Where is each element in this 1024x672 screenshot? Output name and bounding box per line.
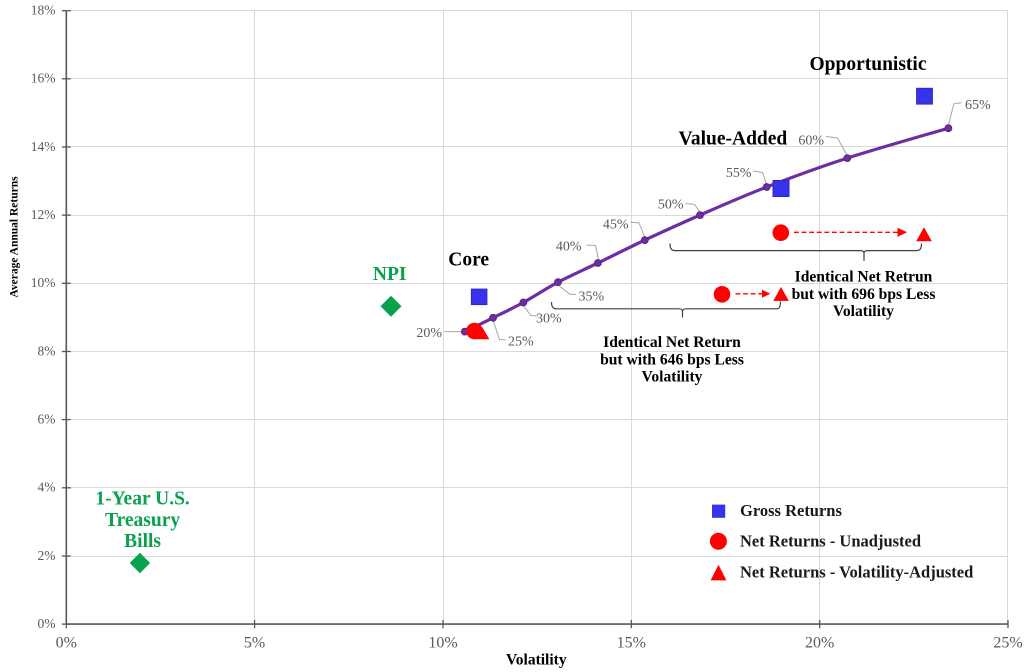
svg-text:10%: 10% <box>31 275 56 290</box>
svg-text:Bills: Bills <box>124 531 161 552</box>
svg-text:Net Returns - Unadjusted: Net Returns - Unadjusted <box>740 532 921 551</box>
svg-text:14%: 14% <box>31 139 56 154</box>
svg-text:25%: 25% <box>993 635 1022 652</box>
svg-text:but with 646 bps Less: but with 646 bps Less <box>600 352 744 369</box>
svg-text:1-Year U.S.: 1-Year U.S. <box>95 489 190 510</box>
svg-text:Average Annual Returns: Average Annual Returns <box>9 176 21 298</box>
svg-text:65%: 65% <box>965 98 991 113</box>
svg-text:18%: 18% <box>31 3 56 18</box>
svg-text:NPI: NPI <box>373 264 407 285</box>
svg-text:Volatility: Volatility <box>642 369 703 386</box>
svg-text:5%: 5% <box>244 635 265 652</box>
svg-text:8%: 8% <box>38 343 56 358</box>
svg-text:Volatility: Volatility <box>506 652 567 669</box>
svg-text:Value-Added: Value-Added <box>679 129 788 150</box>
svg-text:10%: 10% <box>428 635 457 652</box>
svg-text:Treasury: Treasury <box>105 510 180 531</box>
svg-text:40%: 40% <box>556 239 582 254</box>
svg-text:Identical Net Return: Identical Net Return <box>603 334 741 351</box>
svg-text:Net Returns - Volatility-Adjus: Net Returns - Volatility-Adjusted <box>740 563 973 582</box>
svg-text:60%: 60% <box>798 133 824 148</box>
svg-text:0%: 0% <box>38 616 56 631</box>
svg-text:15%: 15% <box>617 635 646 652</box>
svg-text:30%: 30% <box>536 312 562 327</box>
svg-text:20%: 20% <box>805 635 834 652</box>
svg-text:4%: 4% <box>38 480 56 495</box>
svg-text:0%: 0% <box>56 635 77 652</box>
svg-text:6%: 6% <box>38 412 56 427</box>
svg-text:35%: 35% <box>579 290 605 305</box>
svg-text:Identical Net Retrun: Identical Net Retrun <box>795 268 933 285</box>
svg-text:55%: 55% <box>726 166 752 181</box>
svg-text:16%: 16% <box>31 71 56 86</box>
svg-text:Volatility: Volatility <box>833 303 894 320</box>
svg-text:12%: 12% <box>31 207 56 222</box>
svg-text:Gross Returns: Gross Returns <box>740 501 842 520</box>
svg-text:Opportunistic: Opportunistic <box>809 54 926 75</box>
svg-text:25%: 25% <box>508 334 534 349</box>
svg-text:2%: 2% <box>38 548 56 563</box>
svg-text:Core: Core <box>448 249 489 270</box>
svg-text:45%: 45% <box>603 218 629 233</box>
svg-text:20%: 20% <box>416 326 442 341</box>
svg-text:50%: 50% <box>658 198 684 213</box>
svg-text:but with 696 bps Less: but with 696 bps Less <box>792 286 936 303</box>
